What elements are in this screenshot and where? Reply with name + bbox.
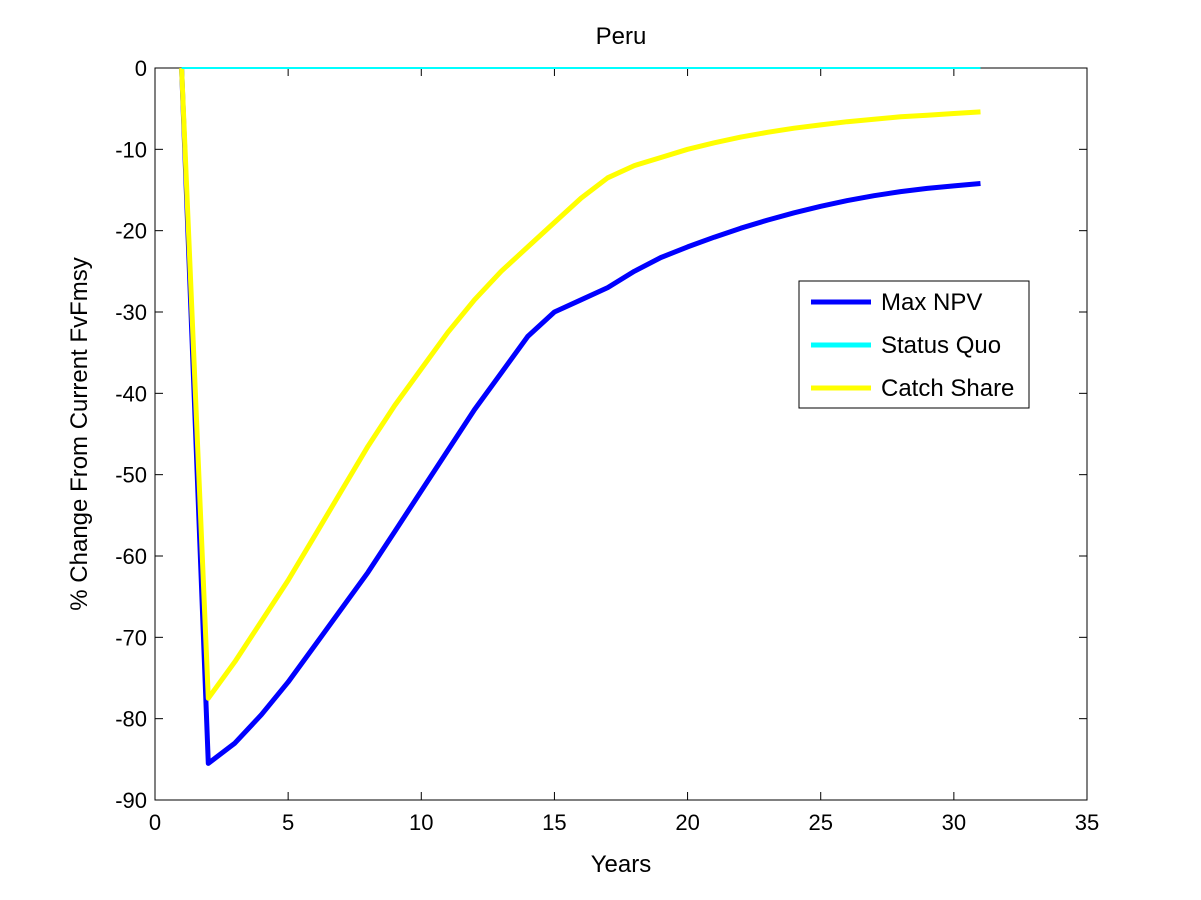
x-tick-label: 5 (282, 810, 294, 835)
y-tick-label: -80 (115, 707, 147, 732)
y-tick-label: -60 (115, 544, 147, 569)
y-axis-label: % Change From Current FvFmsy (66, 257, 93, 610)
x-tick-label: 35 (1075, 810, 1099, 835)
y-tick-label: -40 (115, 381, 147, 406)
y-tick-label: -90 (115, 788, 147, 813)
legend-label-max-npv: Max NPV (881, 289, 982, 316)
x-tick-label: 0 (149, 810, 161, 835)
y-tick-label: -30 (115, 300, 147, 325)
plot-area (155, 68, 1087, 800)
x-axis-label: Years (591, 851, 652, 878)
y-tick-label: -70 (115, 625, 147, 650)
x-tick-label: 25 (808, 810, 832, 835)
x-tick-label: 20 (675, 810, 699, 835)
y-tick-label: -10 (115, 137, 147, 162)
x-tick-label: 10 (409, 810, 433, 835)
x-tick-label: 30 (942, 810, 966, 835)
legend-label-status-quo: Status Quo (881, 332, 1001, 359)
y-tick-label: -20 (115, 219, 147, 244)
legend-label-catch-share: Catch Share (881, 375, 1014, 402)
chart-title: Peru (596, 23, 647, 50)
y-tick-label: 0 (135, 56, 147, 81)
y-tick-label: -50 (115, 463, 147, 488)
x-tick-label: 15 (542, 810, 566, 835)
legend: Max NPV Status Quo Catch Share (799, 281, 1029, 408)
